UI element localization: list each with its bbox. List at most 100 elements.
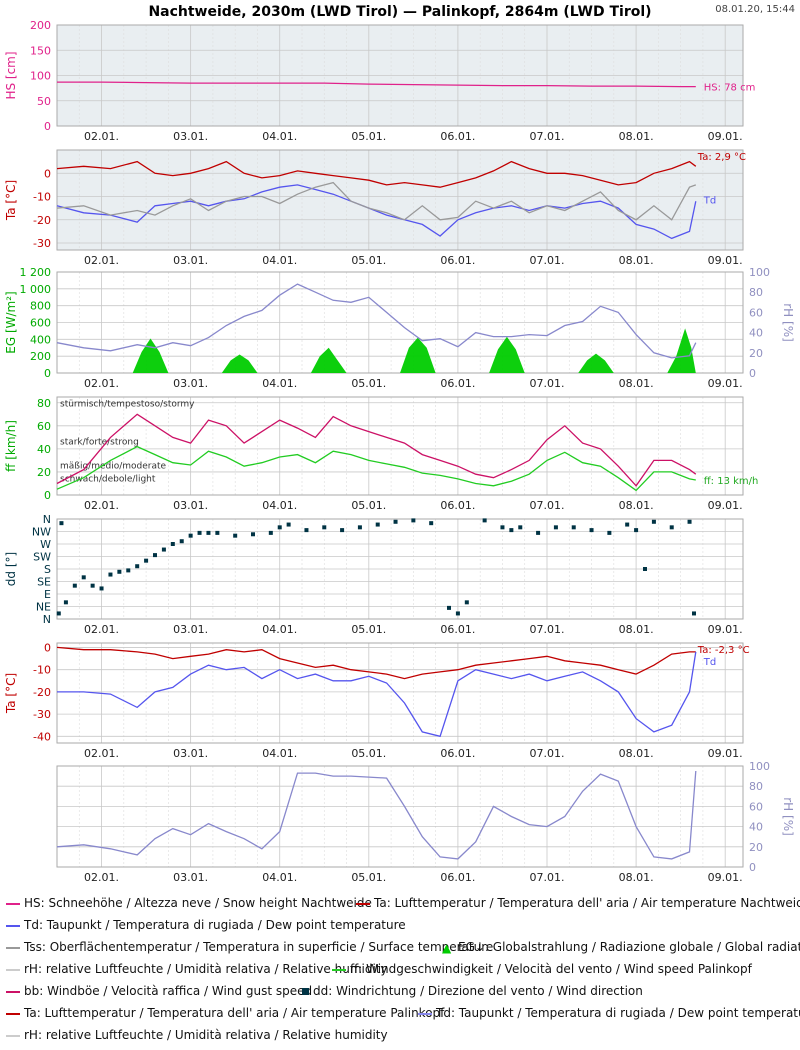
x-tick-label: 09.01.	[708, 377, 743, 390]
chart-title: Nachtweide, 2030m (LWD Tirol) — Palinkop…	[148, 4, 651, 20]
y-tick-label: -40	[33, 730, 51, 743]
y-tick-label: -30	[33, 237, 51, 250]
x-tick-label: 05.01.	[351, 377, 386, 390]
series-Tss-line	[56, 181, 697, 221]
legend-swatch-ta	[356, 902, 370, 905]
x-tick-label: 02.01.	[84, 254, 119, 267]
dd-point	[56, 611, 61, 616]
legend-swatch-ta	[6, 1012, 20, 1015]
dd-point	[340, 528, 345, 533]
y-tick-label: 60	[37, 420, 51, 433]
x-tick-label: 04.01.	[262, 871, 297, 884]
dd-point	[464, 600, 469, 605]
y-tick-label: -30	[33, 708, 51, 721]
y-tick-label: 40	[37, 443, 51, 456]
y-tick-label: 50	[37, 95, 51, 108]
series-Ta-line	[56, 646, 696, 680]
x-tick-label: 09.01.	[708, 130, 743, 143]
meteo-chart-canvas: Nachtweide, 2030m (LWD Tirol) — Palinkop…	[4, 4, 795, 884]
dd-point	[571, 525, 576, 530]
x-tick-label: 02.01.	[84, 871, 119, 884]
x-tick-label: 07.01.	[530, 377, 565, 390]
dd-point	[72, 583, 77, 588]
dd-point	[692, 611, 696, 616]
panel-rh_palinkopf: 02.01. 03.01. 04.01. 05.01. 06.01. 07.01. 08.0…	[56, 760, 795, 884]
y-tick-label: S	[44, 563, 51, 576]
wind-class-annotation: schwach/debole/light	[60, 474, 156, 484]
legend-item-ff: ff: Windgeschwindigkeit / Velocità del v…	[332, 962, 752, 976]
dd-point	[687, 519, 692, 524]
y-tick-label: 20	[37, 466, 51, 479]
dd-point	[304, 528, 309, 533]
y-tick-label: 150	[30, 44, 51, 57]
y-right-tick-label: 60	[749, 306, 763, 319]
dd-point	[144, 558, 149, 563]
x-tick-label: 02.01.	[84, 747, 119, 760]
x-tick-label: 09.01.	[708, 747, 743, 760]
dd-point	[179, 539, 184, 544]
series-rH-line	[56, 770, 697, 860]
x-tick-label: 05.01.	[351, 254, 386, 267]
x-tick-label: 06.01.	[440, 499, 475, 512]
panel-radiation: 02.01. 03.01. 04.01. 05.01. 06.01. 07.01. 08.0…	[4, 266, 795, 390]
legend-item-td: Td: Taupunkt / Temperatura di rugiada / …	[6, 918, 406, 932]
dd-point	[634, 528, 639, 533]
y-tick-label: 0	[44, 367, 51, 380]
y-tick-label: 800	[30, 300, 51, 313]
x-tick-label: 08.01.	[619, 747, 654, 760]
dd-point	[108, 572, 113, 577]
y-right-tick-label: 0	[749, 367, 756, 380]
dd-point	[455, 611, 460, 616]
series-Ta-line	[56, 160, 697, 188]
dd-point	[518, 525, 523, 530]
legend-item-rh: rH: relative Luftfeuchte / Umidità relat…	[6, 962, 388, 976]
panel-hs: 02.01. 03.01. 04.01. 05.01. 06.01. 07.01. 08.0…	[4, 19, 755, 143]
dd-point	[589, 528, 594, 533]
y-tick-label: -20	[33, 686, 51, 699]
y-tick-label: 200	[30, 350, 51, 363]
y-tick-label: E	[44, 588, 51, 601]
series-rH-line	[56, 283, 697, 359]
dd-point	[536, 530, 541, 535]
y-right-tick-label: 20	[749, 347, 763, 360]
dd-point	[447, 605, 451, 610]
dd-point	[170, 542, 175, 546]
x-tick-label: 07.01.	[530, 130, 565, 143]
x-tick-label: 05.01.	[351, 623, 386, 636]
y-tick-label: N	[43, 613, 51, 626]
legend-triangle-icon: ▲	[442, 940, 452, 955]
dd-point	[153, 553, 157, 558]
end-value-label: Td	[703, 657, 716, 668]
dd-point	[322, 525, 327, 530]
y-axis-label: ff [km/h]	[4, 420, 18, 472]
dd-point	[197, 530, 202, 535]
x-tick-label: 04.01.	[262, 623, 297, 636]
x-tick-label: 02.01.	[84, 499, 119, 512]
dd-point	[63, 600, 68, 605]
panel-wind_dir: 02.01. 03.01. 04.01. 05.01. 06.01. 07.01. 08.0…	[4, 513, 744, 636]
y-right-tick-label: 40	[749, 821, 763, 834]
dd-point	[99, 586, 104, 591]
plot-frame	[56, 642, 744, 744]
wind-class-annotation: stark/forte/strong	[60, 437, 139, 447]
dd-point	[500, 525, 505, 530]
x-tick-label: 05.01.	[351, 130, 386, 143]
y-tick-label: 0	[44, 167, 51, 180]
legend-swatch-td	[418, 1012, 432, 1015]
x-tick-label: 05.01.	[351, 871, 386, 884]
y-tick-label: 400	[30, 333, 51, 346]
y-tick-label: -10	[33, 191, 51, 204]
y-right-axis-label: rH [%]	[781, 797, 795, 836]
dd-point	[233, 533, 238, 538]
x-tick-label: 07.01.	[530, 871, 565, 884]
plot-area	[57, 150, 743, 250]
x-tick-label: 04.01.	[262, 130, 297, 143]
dd-point	[669, 525, 674, 530]
x-tick-label: 03.01.	[173, 871, 208, 884]
y-tick-label: 1 200	[20, 266, 52, 279]
end-value-label: Td	[703, 195, 716, 206]
legend-swatch-ff	[332, 968, 346, 971]
legend-item-rh-palinkopf: rH: relative Luftfeuchte / Umidità relat…	[6, 1028, 388, 1042]
x-tick-label: 03.01.	[173, 377, 208, 390]
dd-point	[135, 564, 140, 569]
